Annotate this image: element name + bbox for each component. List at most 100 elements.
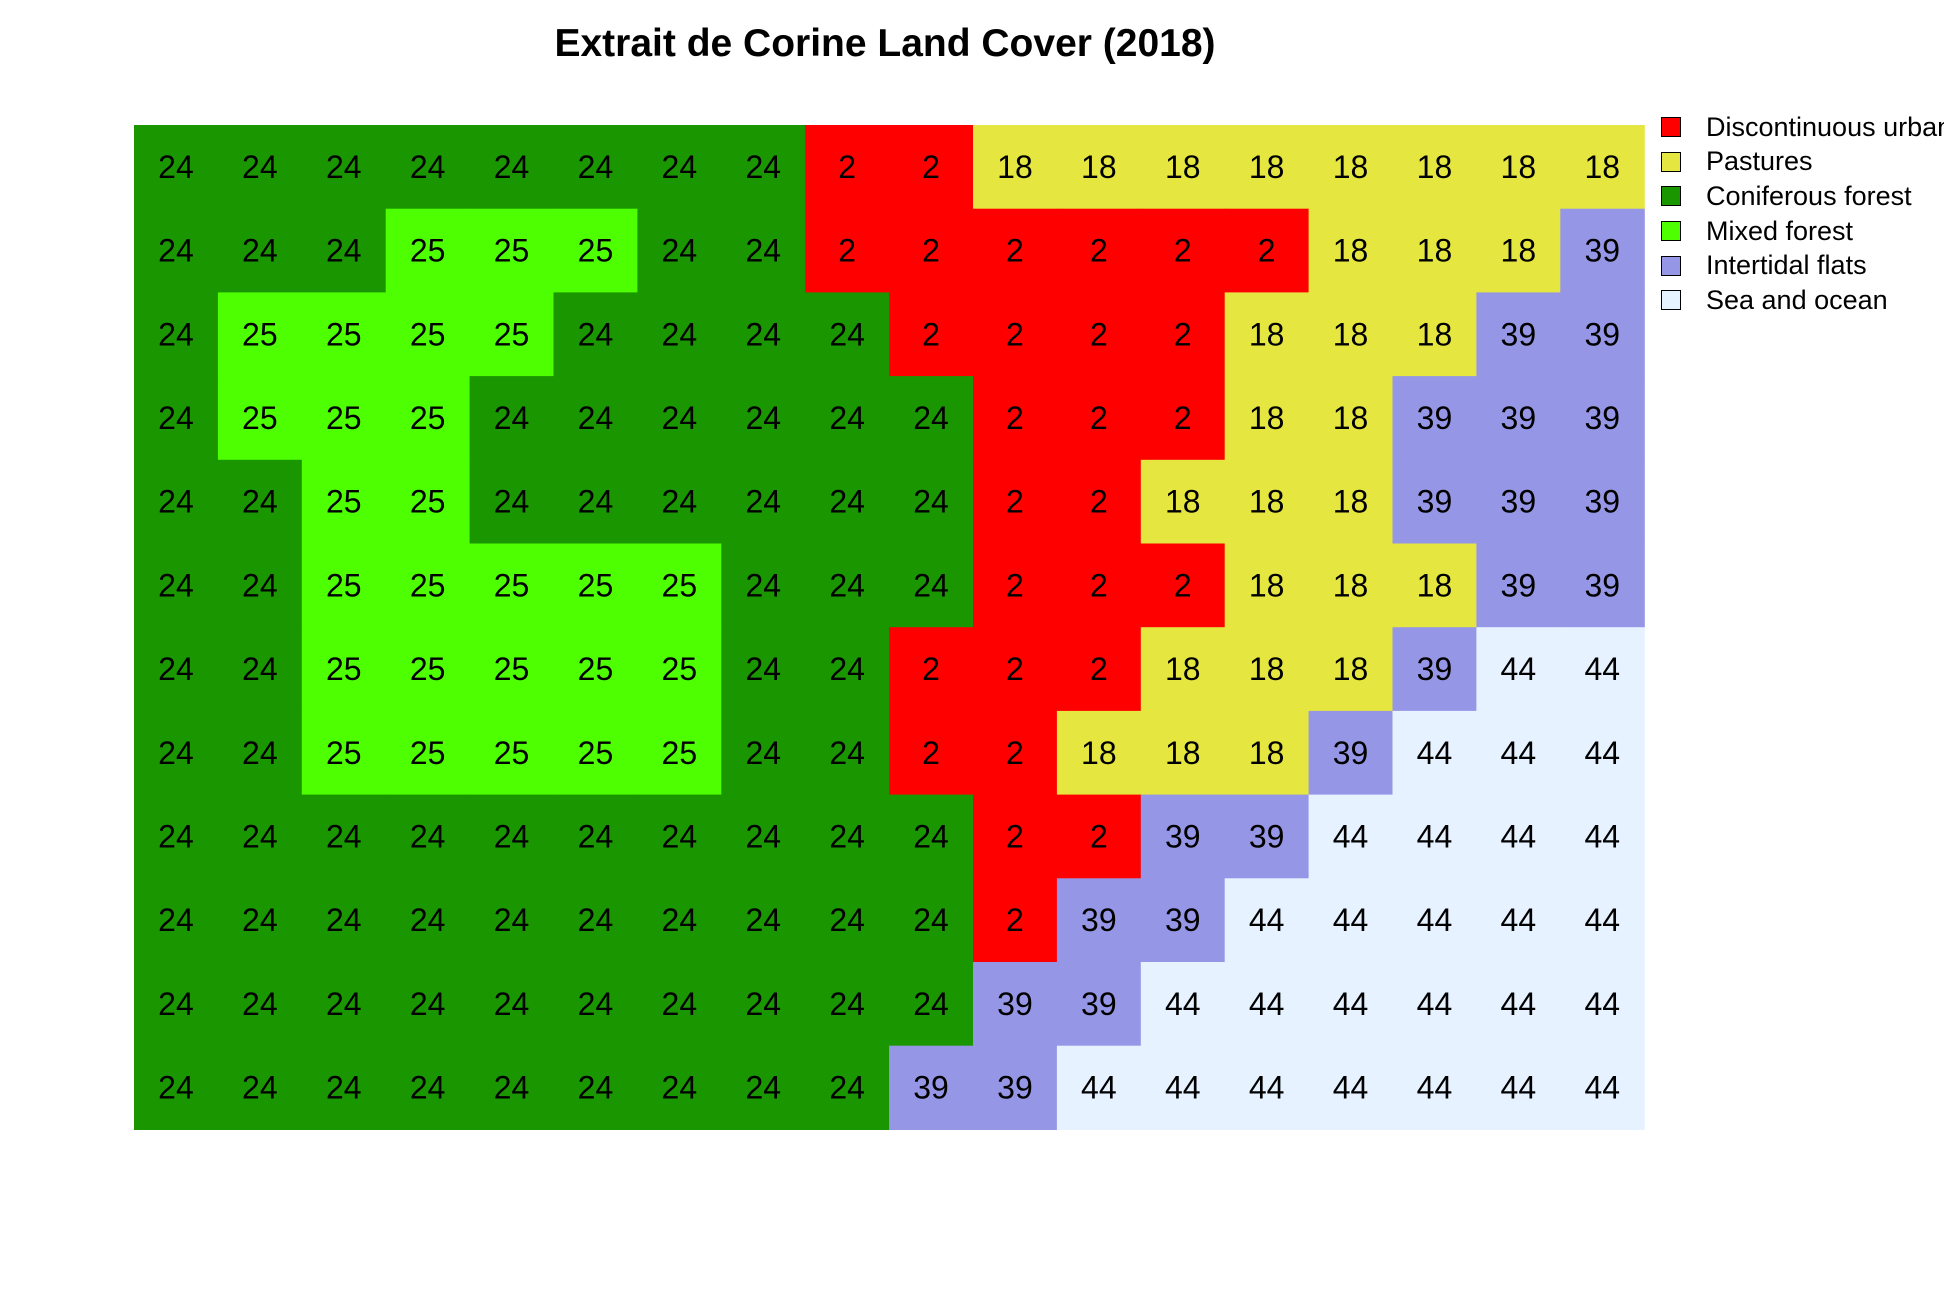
heatmap-cell <box>217 962 303 1047</box>
cell-value-label: 24 <box>829 400 865 436</box>
heatmap-cell <box>469 962 555 1047</box>
cell-value-label: 2 <box>1174 567 1192 603</box>
heatmap-cell <box>217 125 303 210</box>
heatmap-cell <box>1308 543 1394 628</box>
heatmap-cell <box>1476 878 1561 963</box>
cell-value-label: 18 <box>1417 316 1453 352</box>
cell-value-label: 2 <box>1006 400 1024 436</box>
heatmap-cell <box>805 962 890 1047</box>
cell-value-label: 24 <box>242 484 278 520</box>
heatmap-cell <box>1308 962 1394 1047</box>
heatmap-cell <box>553 543 638 628</box>
cell-value-label: 39 <box>997 986 1033 1022</box>
heatmap-cell <box>721 878 806 963</box>
heatmap-cell <box>1476 710 1561 796</box>
cell-value-label: 24 <box>829 484 865 520</box>
legend-label: Pastures <box>1706 146 1813 177</box>
heatmap-cell <box>1560 1045 1645 1130</box>
heatmap-cell <box>805 878 890 963</box>
heatmap-cell <box>721 543 806 628</box>
heatmap-cell <box>1140 878 1226 963</box>
heatmap-cell <box>1140 125 1226 210</box>
cell-value-label: 18 <box>1333 233 1369 269</box>
cell-value-label: 44 <box>1501 651 1537 687</box>
cell-value-label: 2 <box>1090 484 1108 520</box>
heatmap-cell <box>1392 208 1477 293</box>
heatmap-cell <box>385 710 471 796</box>
cell-value-label: 2 <box>1006 651 1024 687</box>
heatmap-cell <box>1560 627 1645 712</box>
cell-value-label: 18 <box>1165 651 1201 687</box>
cell-value-label: 39 <box>1501 316 1537 352</box>
cell-value-label: 24 <box>829 567 865 603</box>
heatmap-cell <box>1476 962 1561 1047</box>
heatmap-cell <box>385 292 471 377</box>
heatmap-cell <box>385 376 471 461</box>
heatmap-cell <box>1560 208 1645 293</box>
cell-value-label: 24 <box>242 986 278 1022</box>
cell-value-label: 25 <box>494 233 530 269</box>
heatmap-cell <box>301 710 387 796</box>
cell-value-label: 44 <box>1081 1070 1117 1106</box>
cell-value-label: 44 <box>1417 902 1453 938</box>
cell-value-label: 44 <box>1417 818 1453 854</box>
legend-item: Mixed forest <box>1661 214 1944 249</box>
cell-value-label: 24 <box>158 986 194 1022</box>
heatmap-cell <box>721 292 806 377</box>
heatmap-cell <box>134 376 219 461</box>
heatmap-cell <box>469 292 555 377</box>
heatmap-cell <box>889 794 974 879</box>
heatmap-cell <box>553 627 638 712</box>
cell-value-label: 18 <box>1501 149 1537 185</box>
heatmap-cell <box>553 208 638 293</box>
heatmap-cell <box>469 459 555 545</box>
heatmap-cell <box>973 878 1058 963</box>
heatmap-cell <box>301 208 387 293</box>
heatmap-cell <box>553 376 638 461</box>
cell-value-label: 44 <box>1584 1070 1620 1106</box>
heatmap-cell <box>301 292 387 377</box>
cell-value-label: 25 <box>410 651 446 687</box>
cell-value-label: 24 <box>745 651 781 687</box>
heatmap-cell <box>1140 710 1226 796</box>
cell-value-label: 18 <box>1249 316 1285 352</box>
cell-value-label: 24 <box>913 400 949 436</box>
heatmap-cell <box>217 459 303 545</box>
cell-value-label: 2 <box>922 735 940 771</box>
cell-value-label: 24 <box>326 986 362 1022</box>
heatmap-cell <box>469 125 555 210</box>
cell-value-label: 2 <box>1090 818 1108 854</box>
heatmap-cell <box>1056 710 1142 796</box>
cell-value-label: 39 <box>997 1070 1033 1106</box>
cell-value-label: 44 <box>1249 986 1285 1022</box>
cell-value-label: 24 <box>662 149 698 185</box>
heatmap-cell <box>1308 710 1394 796</box>
cell-value-label: 25 <box>662 651 698 687</box>
cell-value-label: 24 <box>158 484 194 520</box>
heatmap-cell <box>469 1045 555 1130</box>
heatmap-cell <box>973 710 1058 796</box>
cell-value-label: 44 <box>1501 818 1537 854</box>
heatmap-cell <box>1140 459 1226 545</box>
cell-value-label: 18 <box>1081 735 1117 771</box>
cell-value-label: 2 <box>838 149 856 185</box>
heatmap-cell <box>553 1045 638 1130</box>
cell-value-label: 24 <box>745 400 781 436</box>
heatmap-cell <box>1056 292 1142 377</box>
cell-value-label: 24 <box>242 902 278 938</box>
legend-item: Intertidal flats <box>1661 248 1944 283</box>
cell-value-label: 24 <box>578 149 614 185</box>
heatmap-cell <box>1476 208 1561 293</box>
heatmap-cell <box>301 627 387 712</box>
heatmap-cell <box>1476 376 1561 461</box>
cell-value-label: 2 <box>838 233 856 269</box>
heatmap-cell <box>1056 543 1142 628</box>
cell-value-label: 2 <box>1090 567 1108 603</box>
cell-value-label: 24 <box>326 233 362 269</box>
heatmap-cell <box>637 543 722 628</box>
legend-swatch <box>1661 151 1681 172</box>
cell-value-label: 44 <box>1584 902 1620 938</box>
heatmap-cell <box>1056 794 1142 879</box>
cell-value-label: 2 <box>1006 567 1024 603</box>
heatmap-cell <box>1560 878 1645 963</box>
